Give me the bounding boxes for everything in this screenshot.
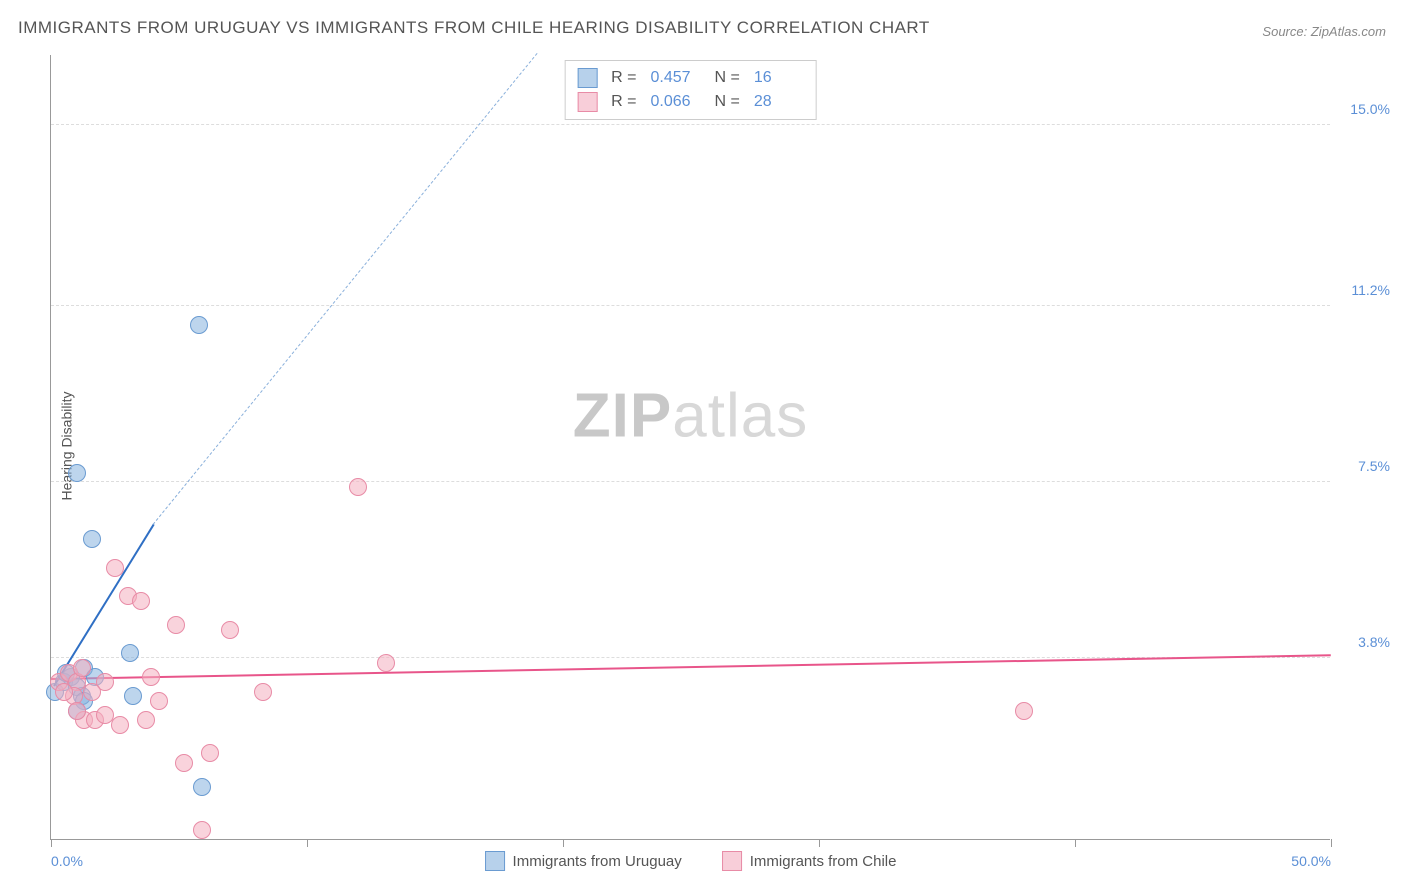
n-label: N = bbox=[715, 93, 740, 111]
legend-label: Immigrants from Uruguay bbox=[513, 853, 682, 870]
correlation-stats-box: R = 0.457 N = 16 R = 0.066 N = 28 bbox=[564, 60, 817, 120]
data-point bbox=[83, 683, 101, 701]
y-tick-label: 15.0% bbox=[1350, 101, 1390, 117]
data-point bbox=[68, 702, 86, 720]
legend-item-uruguay: Immigrants from Uruguay bbox=[485, 851, 682, 871]
data-point bbox=[106, 559, 124, 577]
swatch-icon bbox=[577, 68, 597, 88]
n-label: N = bbox=[715, 69, 740, 87]
gridline bbox=[51, 481, 1330, 482]
gridline bbox=[51, 124, 1330, 125]
stats-row-uruguay: R = 0.457 N = 16 bbox=[577, 66, 804, 90]
data-point bbox=[132, 592, 150, 610]
watermark: ZIPatlas bbox=[573, 380, 808, 451]
legend-item-chile: Immigrants from Chile bbox=[722, 851, 897, 871]
watermark-atlas: atlas bbox=[672, 381, 808, 450]
chart-container: IMMIGRANTS FROM URUGUAY VS IMMIGRANTS FR… bbox=[0, 0, 1406, 892]
data-point bbox=[190, 316, 208, 334]
x-tick bbox=[1331, 839, 1332, 847]
n-value: 28 bbox=[754, 93, 804, 111]
gridline bbox=[51, 305, 1330, 306]
legend: Immigrants from Uruguay Immigrants from … bbox=[485, 851, 897, 871]
data-point bbox=[124, 687, 142, 705]
data-point bbox=[111, 716, 129, 734]
data-point bbox=[150, 692, 168, 710]
legend-label: Immigrants from Chile bbox=[750, 853, 897, 870]
y-tick-label: 3.8% bbox=[1358, 634, 1390, 650]
data-point bbox=[83, 530, 101, 548]
x-tick bbox=[51, 839, 52, 847]
data-point bbox=[68, 464, 86, 482]
data-point bbox=[137, 711, 155, 729]
data-point bbox=[167, 616, 185, 634]
data-point bbox=[193, 778, 211, 796]
stats-row-chile: R = 0.066 N = 28 bbox=[577, 90, 804, 114]
chart-title: IMMIGRANTS FROM URUGUAY VS IMMIGRANTS FR… bbox=[18, 18, 930, 38]
source-value: ZipAtlas.com bbox=[1311, 24, 1386, 39]
r-value: 0.457 bbox=[651, 69, 701, 87]
data-point bbox=[142, 668, 160, 686]
source-label: Source: bbox=[1262, 24, 1307, 39]
r-label: R = bbox=[611, 93, 636, 111]
data-point bbox=[1015, 702, 1033, 720]
data-point bbox=[349, 478, 367, 496]
swatch-icon bbox=[577, 92, 597, 112]
x-tick-label: 50.0% bbox=[1291, 853, 1331, 869]
x-tick bbox=[307, 839, 308, 847]
source-attribution: Source: ZipAtlas.com bbox=[1262, 24, 1386, 39]
data-point bbox=[201, 744, 219, 762]
n-value: 16 bbox=[754, 69, 804, 87]
x-tick bbox=[819, 839, 820, 847]
data-point bbox=[193, 821, 211, 839]
data-point bbox=[377, 654, 395, 672]
x-tick-label: 0.0% bbox=[51, 853, 83, 869]
data-point bbox=[221, 621, 239, 639]
watermark-zip: ZIP bbox=[573, 381, 672, 450]
x-tick bbox=[1075, 839, 1076, 847]
x-tick bbox=[563, 839, 564, 847]
data-point bbox=[254, 683, 272, 701]
r-label: R = bbox=[611, 69, 636, 87]
data-point bbox=[175, 754, 193, 772]
y-tick-label: 11.2% bbox=[1351, 282, 1390, 298]
swatch-icon bbox=[722, 851, 742, 871]
swatch-icon bbox=[485, 851, 505, 871]
r-value: 0.066 bbox=[651, 93, 701, 111]
plot-area: ZIPatlas R = 0.457 N = 16 R = 0.066 N = … bbox=[50, 55, 1330, 840]
y-tick-label: 7.5% bbox=[1358, 458, 1390, 474]
data-point bbox=[55, 683, 73, 701]
data-point bbox=[121, 644, 139, 662]
data-point bbox=[73, 659, 91, 677]
